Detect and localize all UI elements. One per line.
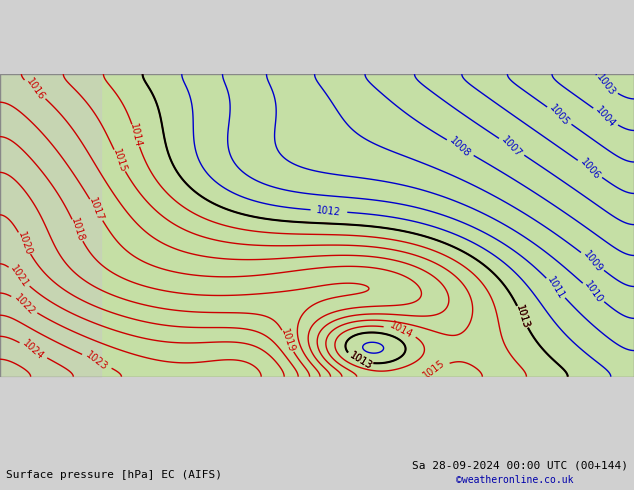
Text: 1015: 1015 [421,358,446,381]
Text: 1005: 1005 [547,103,571,128]
Text: 1017: 1017 [87,196,105,223]
Text: Surface pressure [hPa] EC (AIFS): Surface pressure [hPa] EC (AIFS) [6,470,223,480]
Text: 1004: 1004 [593,104,618,129]
Text: 1006: 1006 [578,156,602,181]
Text: 1013: 1013 [347,350,374,371]
Text: 1019: 1019 [279,328,296,354]
Text: 1013: 1013 [514,304,531,330]
Text: 1020: 1020 [16,230,33,256]
Text: 1024: 1024 [21,339,46,362]
Text: 1012: 1012 [316,205,342,218]
Bar [0,74,634,377]
Text: 1016: 1016 [24,76,46,102]
Text: 1003: 1003 [594,72,617,98]
Text: 1023: 1023 [84,350,110,373]
Text: Sa 28-09-2024 00:00 UTC (00+144): Sa 28-09-2024 00:00 UTC (00+144) [412,461,628,470]
Text: 1014: 1014 [388,320,414,341]
Text: 1018: 1018 [69,217,86,244]
Text: 1011: 1011 [545,275,566,301]
Text: 1015: 1015 [111,147,128,174]
Text: ©weatheronline.co.uk: ©weatheronline.co.uk [456,475,574,485]
Text: 1009: 1009 [581,249,604,274]
Text: 1010: 1010 [582,280,605,305]
Text: 1008: 1008 [448,136,472,160]
Text: 1021: 1021 [8,264,30,290]
Text: 1013: 1013 [347,350,374,371]
Text: 1014: 1014 [128,122,143,148]
Text: 1013: 1013 [514,304,531,330]
Text: 1022: 1022 [12,293,37,317]
Text: 1007: 1007 [500,134,524,159]
